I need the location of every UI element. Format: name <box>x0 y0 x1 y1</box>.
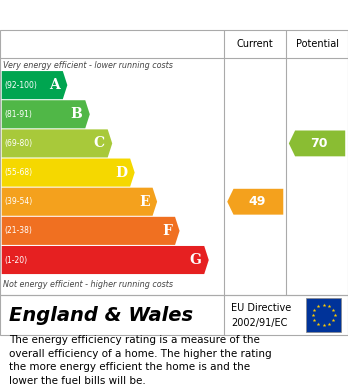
Polygon shape <box>2 158 135 187</box>
Text: The energy efficiency rating is a measure of the
overall efficiency of a home. T: The energy efficiency rating is a measur… <box>9 335 271 386</box>
Text: 49: 49 <box>248 195 266 208</box>
Text: Potential: Potential <box>295 39 339 49</box>
Text: (69-80): (69-80) <box>4 139 32 148</box>
Text: G: G <box>190 253 201 267</box>
Text: (21-38): (21-38) <box>4 226 32 235</box>
Polygon shape <box>2 217 180 245</box>
Text: (55-68): (55-68) <box>4 168 32 177</box>
Text: E: E <box>139 195 150 209</box>
Bar <box>306 298 341 332</box>
Text: England & Wales: England & Wales <box>9 306 193 325</box>
Text: D: D <box>115 165 127 179</box>
Text: Energy Efficiency Rating: Energy Efficiency Rating <box>10 9 220 24</box>
Text: (1-20): (1-20) <box>4 256 27 265</box>
Text: Current: Current <box>237 39 274 49</box>
Text: Very energy efficient - lower running costs: Very energy efficient - lower running co… <box>3 61 173 70</box>
Text: (92-100): (92-100) <box>4 81 37 90</box>
Polygon shape <box>2 188 157 216</box>
Text: F: F <box>163 224 172 238</box>
Text: B: B <box>71 107 82 121</box>
Text: C: C <box>94 136 105 151</box>
Polygon shape <box>227 189 283 215</box>
Polygon shape <box>2 71 68 99</box>
Polygon shape <box>289 131 345 156</box>
Text: (39-54): (39-54) <box>4 197 32 206</box>
Text: 2002/91/EC: 2002/91/EC <box>231 318 288 328</box>
Text: A: A <box>49 78 60 92</box>
Polygon shape <box>2 246 209 274</box>
Text: 70: 70 <box>310 137 327 150</box>
Text: EU Directive: EU Directive <box>231 303 292 313</box>
Text: (81-91): (81-91) <box>4 110 32 119</box>
Polygon shape <box>2 129 112 158</box>
Polygon shape <box>2 100 90 128</box>
Text: Not energy efficient - higher running costs: Not energy efficient - higher running co… <box>3 280 174 289</box>
